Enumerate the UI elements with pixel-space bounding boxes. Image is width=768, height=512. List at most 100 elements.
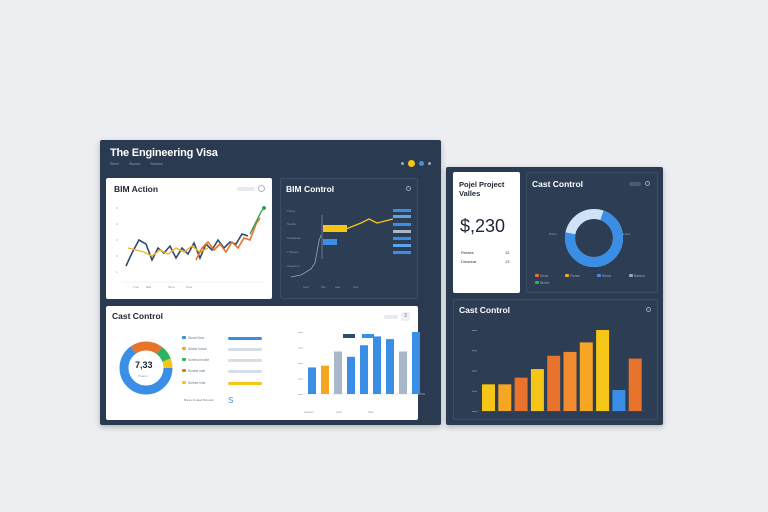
x-label: Sum	[303, 285, 310, 289]
bar[interactable]	[399, 351, 407, 394]
card-title: Cast Control	[112, 311, 163, 321]
bar[interactable]	[563, 351, 577, 411]
legend-swatch	[182, 358, 186, 361]
bar[interactable]	[596, 330, 610, 411]
card-title: Pojel Project Valles	[459, 180, 505, 198]
donut-caption: Potaroi	[138, 374, 148, 378]
bar[interactable]	[386, 339, 394, 394]
help-icon[interactable]	[408, 160, 415, 167]
settings-icon[interactable]	[645, 181, 650, 186]
card-title: BIM Action	[114, 184, 159, 194]
y-label: 3	[116, 206, 118, 210]
bar[interactable]	[373, 336, 381, 394]
filter-pill[interactable]	[237, 187, 255, 191]
bar-chart	[472, 330, 645, 412]
x-label: Tane	[168, 285, 175, 289]
filter-pill[interactable]	[629, 182, 641, 186]
row-value: 13	[505, 259, 510, 264]
series-line	[125, 233, 249, 267]
x-label: Aanl	[336, 410, 343, 414]
main-window: The Engineering Visa Stime Stumar Scheme…	[100, 140, 441, 425]
menu-item[interactable]: Stumar	[128, 162, 141, 166]
legend-swatch	[182, 381, 186, 384]
y-tick	[472, 390, 477, 392]
legend-swatch	[535, 281, 539, 284]
bar-chart	[298, 332, 425, 395]
bim-control-card: BIM Control Tlotoo Toarlec Toaedpeer Tro…	[280, 178, 418, 299]
y-label: 4	[116, 222, 118, 226]
toolbar-icons	[401, 160, 431, 167]
legend-chip	[343, 334, 355, 338]
donut-value: 7,33	[135, 360, 153, 370]
settings-icon[interactable]	[401, 162, 404, 165]
donut-chart	[565, 209, 623, 267]
y-tick	[472, 330, 477, 331]
row-label: Tlotoo	[287, 209, 296, 213]
expand-icon[interactable]	[258, 185, 265, 192]
bar[interactable]	[321, 365, 329, 394]
x-label: Bae	[146, 285, 152, 289]
bar[interactable]	[530, 369, 544, 411]
card-title: Cast Control	[532, 179, 583, 189]
y-tick	[298, 378, 303, 380]
x-label: Gusam	[304, 410, 314, 414]
legend-swatch	[182, 347, 186, 350]
bar[interactable]	[498, 384, 512, 411]
legend-label: Stored Itew	[188, 336, 205, 340]
legend-bar	[228, 370, 262, 373]
user-icon[interactable]	[419, 161, 424, 166]
y-label: 2	[116, 238, 118, 242]
side-window: Pojel Project Valles $,230 Rmaes 12 Dmar…	[446, 167, 663, 425]
bar[interactable]	[482, 384, 495, 411]
bar[interactable]	[308, 367, 316, 394]
legend-swatch	[597, 274, 601, 277]
y-tick	[298, 332, 303, 333]
y-tick	[472, 370, 477, 372]
row-label: Toaerdon	[287, 264, 300, 268]
project-values-card: Pojel Project Valles $,230 Rmaes 12 Dmar…	[453, 172, 520, 293]
legend-bar	[228, 382, 262, 385]
bar[interactable]	[612, 390, 626, 411]
bar[interactable]	[579, 342, 593, 411]
bar[interactable]	[347, 356, 355, 394]
row-label: Dmarear	[461, 259, 477, 264]
cost-control-donut-card: Cast Control Brabe Fnlae Stone Bertee Pm…	[526, 172, 658, 293]
menu-item[interactable]: Scheme	[150, 162, 164, 166]
bar[interactable]	[628, 358, 642, 411]
counter-badge[interactable]: 3	[401, 312, 410, 321]
x-label: Tme	[133, 285, 139, 289]
settings-icon[interactable]	[406, 186, 411, 191]
menu-bar: Stime Stumar Scheme	[110, 162, 163, 166]
legend-swatch	[535, 274, 539, 277]
info-icon[interactable]: S	[228, 396, 234, 405]
donut-chart	[119, 341, 173, 395]
legend-label: Bertee	[540, 281, 550, 285]
row-label: Rmaes	[461, 250, 474, 255]
card-title: BIM Control	[286, 184, 335, 194]
row-label: Toarlec	[287, 222, 297, 226]
menu-item[interactable]: Stime	[110, 162, 119, 166]
bar[interactable]	[514, 377, 528, 411]
legend-swatch	[565, 274, 569, 277]
control-chart	[290, 209, 411, 278]
y-label: 3	[116, 254, 118, 258]
settings-icon[interactable]	[646, 307, 651, 312]
legend-swatch	[629, 274, 633, 277]
y-tick	[298, 394, 303, 395]
cost-control-bars-card: Cast Control	[453, 299, 658, 420]
legend-label: Bassed	[634, 274, 645, 278]
bim-action-card: BIM Action 3 4 2 3 1 Tme Bae Tane Tess	[106, 178, 272, 299]
series-line	[195, 217, 261, 261]
legend-bar	[228, 359, 262, 362]
x-label: Tess	[186, 285, 193, 289]
cost-control-card: Cast Control 3 7,33 Potaroi Stored Itew …	[106, 306, 425, 420]
line-chart	[122, 206, 266, 283]
y-tick	[472, 411, 477, 412]
bar[interactable]	[334, 351, 342, 394]
menu-icon[interactable]	[428, 162, 431, 165]
bar[interactable]	[547, 355, 561, 411]
filter-pill[interactable]	[384, 315, 398, 319]
bar[interactable]	[360, 345, 368, 394]
bar[interactable]	[412, 332, 420, 394]
legend-label: Stone	[540, 274, 549, 278]
